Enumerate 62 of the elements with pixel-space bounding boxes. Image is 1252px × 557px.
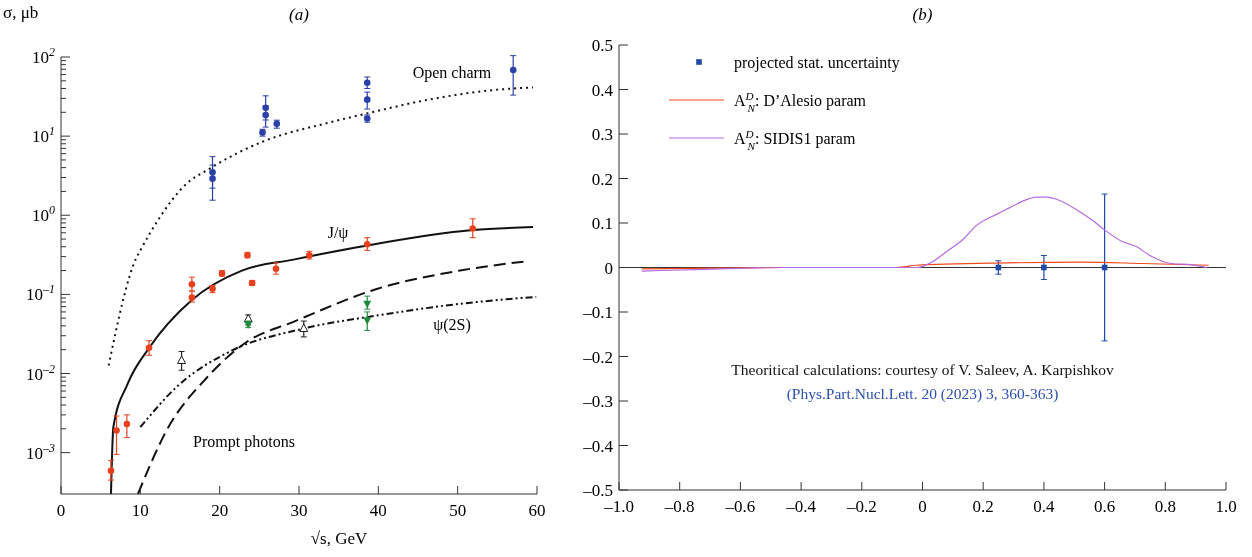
x-tick-label: 0.2 xyxy=(972,497,994,516)
point xyxy=(107,467,115,475)
point xyxy=(363,317,372,325)
y-tick-label: 0.4 xyxy=(591,80,614,100)
legend-label: projected stat. uncertainty xyxy=(734,54,900,72)
line-series xyxy=(641,196,1208,272)
y-tick-label: 0.3 xyxy=(591,125,613,144)
x-tick-label: –0.2 xyxy=(845,497,877,516)
legend-label: A$^{D}$$_{N}$: SIDIS1 param xyxy=(734,128,856,152)
annotation: J/ψ xyxy=(327,224,349,242)
x-tick-label: –0.6 xyxy=(724,497,756,516)
annotation: Theoritical calculations: courtesy of V. Saleev, A. Karpishkov xyxy=(731,361,1114,378)
x-tick-label: –0.4 xyxy=(785,497,817,516)
x-tick-label: 0.8 xyxy=(1154,497,1176,516)
y-tick-label: 10$^{2}$ xyxy=(32,45,56,67)
annotation: ψ(2S) xyxy=(433,316,471,334)
point xyxy=(363,96,371,103)
x-tick-label: –1.0 xyxy=(603,497,634,516)
point xyxy=(469,225,477,232)
point xyxy=(113,427,120,434)
x-tick-label: 20 xyxy=(211,501,229,520)
y-tick-label: 0 xyxy=(604,258,613,278)
x-tick-label: 40 xyxy=(369,501,387,520)
y-tick-label: 0.5 xyxy=(591,36,613,55)
point xyxy=(145,344,153,352)
point xyxy=(123,420,131,428)
x-tick-label: 50 xyxy=(449,501,467,520)
point xyxy=(509,66,517,74)
point xyxy=(188,294,196,301)
legend-label: A$^{D}$$_{N}$: D’Alesio param xyxy=(734,90,867,114)
line-series xyxy=(109,226,535,495)
annotation: Open charm xyxy=(412,64,492,82)
chart-title: (a) xyxy=(289,5,310,24)
chart-title: (b) xyxy=(912,5,933,24)
x-tick-label: 10 xyxy=(131,501,149,520)
x-tick-label: 30 xyxy=(290,501,308,520)
line-series xyxy=(107,86,535,367)
point xyxy=(177,355,187,364)
y-tick-label: 10$^{–1}$ xyxy=(26,282,55,305)
x-tick-label: –0.8 xyxy=(663,497,695,516)
y-tick-label: –0.3 xyxy=(582,392,613,411)
x-tick-label: 0.6 xyxy=(1093,497,1116,516)
y-tick-label: 10$^{–3}$ xyxy=(26,440,56,463)
annotation: Prompt photons xyxy=(193,433,295,451)
y-tick-label: 10$^{0}$ xyxy=(32,203,56,226)
point xyxy=(188,281,196,288)
y-tick-label: 10$^{–2}$ xyxy=(26,361,56,384)
y-tick-label: –0.1 xyxy=(582,303,613,322)
x-axis-title: √s, GeV xyxy=(310,529,368,548)
x-tick-label: 1.0 xyxy=(1215,497,1237,516)
x-tick-label: 0 xyxy=(918,497,927,516)
y-tick-label: –0.2 xyxy=(582,347,613,367)
point xyxy=(209,175,216,182)
y-tick-label: –0.5 xyxy=(582,481,613,500)
y-tick-label: 0.2 xyxy=(591,169,613,189)
x-tick-label: 60 xyxy=(528,501,546,520)
y-tick-label: 0.1 xyxy=(591,214,613,233)
y-tick-label: 10$^{1}$ xyxy=(32,124,55,147)
x-tick-label: 0.4 xyxy=(1033,497,1056,516)
y-tick-label: –0.4 xyxy=(582,436,614,456)
annotation: (Phys.Part.Nucl.Lett. 20 (2023) 3, 360-363) xyxy=(786,385,1059,403)
y-axis-title: σ, μb xyxy=(3,3,39,22)
